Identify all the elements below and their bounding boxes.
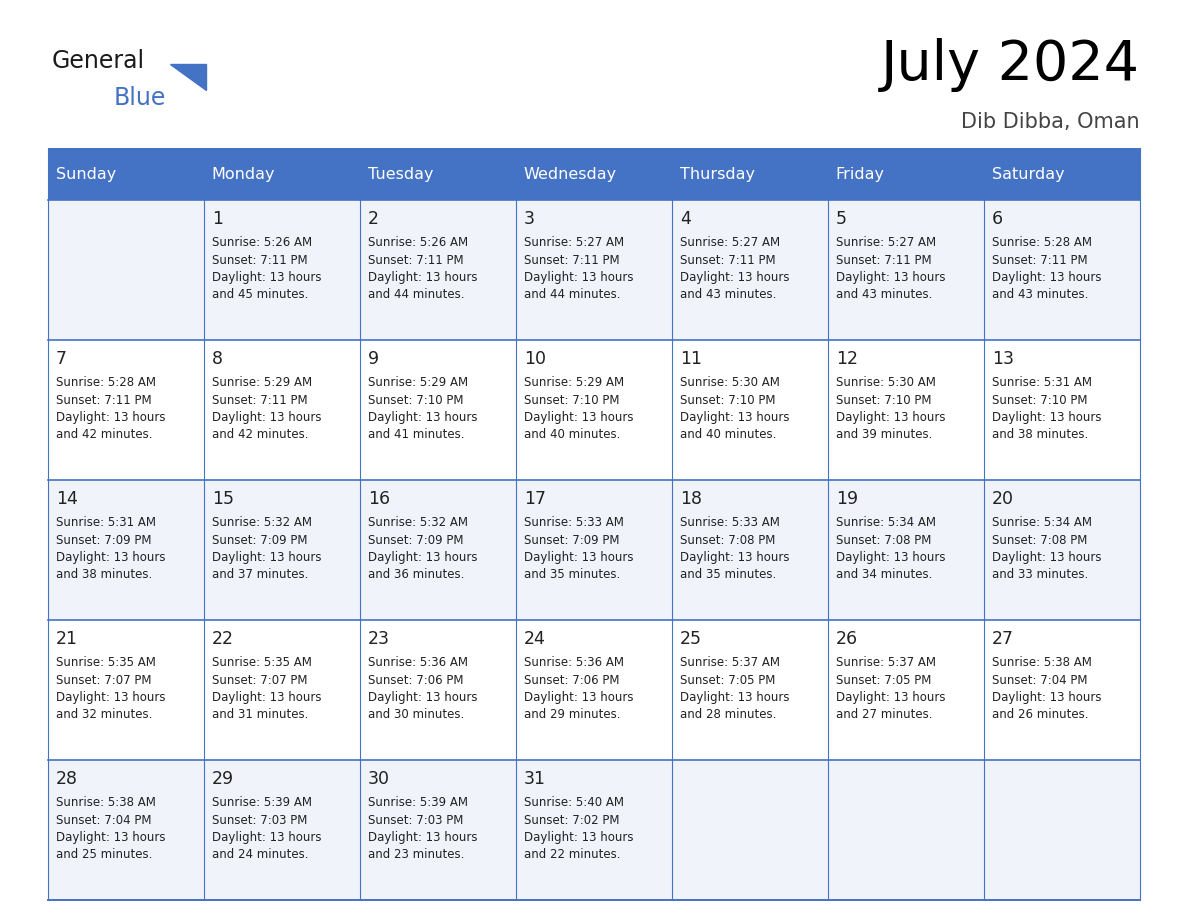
Text: Sunrise: 5:34 AM
Sunset: 7:08 PM
Daylight: 13 hours
and 33 minutes.: Sunrise: 5:34 AM Sunset: 7:08 PM Dayligh… [992, 516, 1101, 581]
Text: 23: 23 [368, 630, 390, 648]
Text: Sunrise: 5:31 AM
Sunset: 7:09 PM
Daylight: 13 hours
and 38 minutes.: Sunrise: 5:31 AM Sunset: 7:09 PM Dayligh… [56, 516, 165, 581]
Text: 13: 13 [992, 350, 1013, 368]
Text: 6: 6 [992, 210, 1003, 228]
Text: 15: 15 [211, 490, 234, 508]
Text: Sunrise: 5:26 AM
Sunset: 7:11 PM
Daylight: 13 hours
and 44 minutes.: Sunrise: 5:26 AM Sunset: 7:11 PM Dayligh… [368, 236, 478, 301]
Bar [48, 620, 1140, 760]
Text: 25: 25 [680, 630, 702, 648]
Text: July 2024: July 2024 [881, 38, 1140, 92]
Bar [48, 480, 1140, 620]
Text: Sunrise: 5:35 AM
Sunset: 7:07 PM
Daylight: 13 hours
and 31 minutes.: Sunrise: 5:35 AM Sunset: 7:07 PM Dayligh… [211, 656, 321, 722]
Text: Sunrise: 5:30 AM
Sunset: 7:10 PM
Daylight: 13 hours
and 40 minutes.: Sunrise: 5:30 AM Sunset: 7:10 PM Dayligh… [680, 376, 789, 442]
Text: 28: 28 [56, 770, 77, 788]
Text: Dib Dibba, Oman: Dib Dibba, Oman [961, 112, 1140, 132]
Text: Tuesday: Tuesday [368, 166, 434, 182]
Text: Sunrise: 5:33 AM
Sunset: 7:08 PM
Daylight: 13 hours
and 35 minutes.: Sunrise: 5:33 AM Sunset: 7:08 PM Dayligh… [680, 516, 789, 581]
Text: 2: 2 [368, 210, 379, 228]
Text: 10: 10 [524, 350, 545, 368]
Polygon shape [170, 64, 206, 90]
Text: Sunrise: 5:33 AM
Sunset: 7:09 PM
Daylight: 13 hours
and 35 minutes.: Sunrise: 5:33 AM Sunset: 7:09 PM Dayligh… [524, 516, 633, 581]
Text: Sunrise: 5:32 AM
Sunset: 7:09 PM
Daylight: 13 hours
and 37 minutes.: Sunrise: 5:32 AM Sunset: 7:09 PM Dayligh… [211, 516, 321, 581]
Text: 11: 11 [680, 350, 702, 368]
Text: Sunrise: 5:27 AM
Sunset: 7:11 PM
Daylight: 13 hours
and 43 minutes.: Sunrise: 5:27 AM Sunset: 7:11 PM Dayligh… [836, 236, 946, 301]
Text: 14: 14 [56, 490, 77, 508]
Text: 7: 7 [56, 350, 67, 368]
Text: Sunrise: 5:27 AM
Sunset: 7:11 PM
Daylight: 13 hours
and 44 minutes.: Sunrise: 5:27 AM Sunset: 7:11 PM Dayligh… [524, 236, 633, 301]
Text: Sunrise: 5:28 AM
Sunset: 7:11 PM
Daylight: 13 hours
and 43 minutes.: Sunrise: 5:28 AM Sunset: 7:11 PM Dayligh… [992, 236, 1101, 301]
Text: Sunrise: 5:26 AM
Sunset: 7:11 PM
Daylight: 13 hours
and 45 minutes.: Sunrise: 5:26 AM Sunset: 7:11 PM Dayligh… [211, 236, 321, 301]
Text: Friday: Friday [836, 166, 885, 182]
Bar [48, 760, 1140, 900]
Text: 31: 31 [524, 770, 545, 788]
Text: Thursday: Thursday [680, 166, 754, 182]
Text: 18: 18 [680, 490, 702, 508]
Text: Sunrise: 5:40 AM
Sunset: 7:02 PM
Daylight: 13 hours
and 22 minutes.: Sunrise: 5:40 AM Sunset: 7:02 PM Dayligh… [524, 796, 633, 861]
Text: Blue: Blue [114, 86, 166, 110]
Text: 17: 17 [524, 490, 545, 508]
Text: 5: 5 [836, 210, 847, 228]
Bar [48, 200, 1140, 340]
Text: Sunrise: 5:35 AM
Sunset: 7:07 PM
Daylight: 13 hours
and 32 minutes.: Sunrise: 5:35 AM Sunset: 7:07 PM Dayligh… [56, 656, 165, 722]
Bar [48, 340, 1140, 480]
Text: Sunrise: 5:39 AM
Sunset: 7:03 PM
Daylight: 13 hours
and 23 minutes.: Sunrise: 5:39 AM Sunset: 7:03 PM Dayligh… [368, 796, 478, 861]
Text: 1: 1 [211, 210, 223, 228]
Text: Sunrise: 5:36 AM
Sunset: 7:06 PM
Daylight: 13 hours
and 30 minutes.: Sunrise: 5:36 AM Sunset: 7:06 PM Dayligh… [368, 656, 478, 722]
Text: Sunrise: 5:32 AM
Sunset: 7:09 PM
Daylight: 13 hours
and 36 minutes.: Sunrise: 5:32 AM Sunset: 7:09 PM Dayligh… [368, 516, 478, 581]
Text: Sunrise: 5:36 AM
Sunset: 7:06 PM
Daylight: 13 hours
and 29 minutes.: Sunrise: 5:36 AM Sunset: 7:06 PM Dayligh… [524, 656, 633, 722]
Text: Sunrise: 5:29 AM
Sunset: 7:10 PM
Daylight: 13 hours
and 41 minutes.: Sunrise: 5:29 AM Sunset: 7:10 PM Dayligh… [368, 376, 478, 442]
Text: Sunrise: 5:30 AM
Sunset: 7:10 PM
Daylight: 13 hours
and 39 minutes.: Sunrise: 5:30 AM Sunset: 7:10 PM Dayligh… [836, 376, 946, 442]
Text: 26: 26 [836, 630, 858, 648]
Text: Sunrise: 5:29 AM
Sunset: 7:10 PM
Daylight: 13 hours
and 40 minutes.: Sunrise: 5:29 AM Sunset: 7:10 PM Dayligh… [524, 376, 633, 442]
Text: 30: 30 [368, 770, 390, 788]
Text: General: General [52, 49, 145, 73]
Text: Sunrise: 5:27 AM
Sunset: 7:11 PM
Daylight: 13 hours
and 43 minutes.: Sunrise: 5:27 AM Sunset: 7:11 PM Dayligh… [680, 236, 789, 301]
Text: 12: 12 [836, 350, 858, 368]
Text: Sunday: Sunday [56, 166, 116, 182]
Text: 16: 16 [368, 490, 390, 508]
Text: Saturday: Saturday [992, 166, 1064, 182]
Text: 22: 22 [211, 630, 234, 648]
Text: 24: 24 [524, 630, 545, 648]
Text: 3: 3 [524, 210, 535, 228]
Text: Sunrise: 5:37 AM
Sunset: 7:05 PM
Daylight: 13 hours
and 28 minutes.: Sunrise: 5:37 AM Sunset: 7:05 PM Dayligh… [680, 656, 789, 722]
Text: 8: 8 [211, 350, 223, 368]
Text: Sunrise: 5:38 AM
Sunset: 7:04 PM
Daylight: 13 hours
and 26 minutes.: Sunrise: 5:38 AM Sunset: 7:04 PM Dayligh… [992, 656, 1101, 722]
Text: Sunrise: 5:28 AM
Sunset: 7:11 PM
Daylight: 13 hours
and 42 minutes.: Sunrise: 5:28 AM Sunset: 7:11 PM Dayligh… [56, 376, 165, 442]
Bar [48, 148, 1140, 200]
Text: Monday: Monday [211, 166, 276, 182]
Text: Sunrise: 5:29 AM
Sunset: 7:11 PM
Daylight: 13 hours
and 42 minutes.: Sunrise: 5:29 AM Sunset: 7:11 PM Dayligh… [211, 376, 321, 442]
Text: Sunrise: 5:34 AM
Sunset: 7:08 PM
Daylight: 13 hours
and 34 minutes.: Sunrise: 5:34 AM Sunset: 7:08 PM Dayligh… [836, 516, 946, 581]
Text: 4: 4 [680, 210, 690, 228]
Text: Wednesday: Wednesday [524, 166, 617, 182]
Text: Sunrise: 5:38 AM
Sunset: 7:04 PM
Daylight: 13 hours
and 25 minutes.: Sunrise: 5:38 AM Sunset: 7:04 PM Dayligh… [56, 796, 165, 861]
Text: 20: 20 [992, 490, 1013, 508]
Text: Sunrise: 5:37 AM
Sunset: 7:05 PM
Daylight: 13 hours
and 27 minutes.: Sunrise: 5:37 AM Sunset: 7:05 PM Dayligh… [836, 656, 946, 722]
Text: Sunrise: 5:39 AM
Sunset: 7:03 PM
Daylight: 13 hours
and 24 minutes.: Sunrise: 5:39 AM Sunset: 7:03 PM Dayligh… [211, 796, 321, 861]
Text: 9: 9 [368, 350, 379, 368]
Text: 29: 29 [211, 770, 234, 788]
Text: 19: 19 [836, 490, 858, 508]
Text: 27: 27 [992, 630, 1013, 648]
Text: Sunrise: 5:31 AM
Sunset: 7:10 PM
Daylight: 13 hours
and 38 minutes.: Sunrise: 5:31 AM Sunset: 7:10 PM Dayligh… [992, 376, 1101, 442]
Text: 21: 21 [56, 630, 77, 648]
